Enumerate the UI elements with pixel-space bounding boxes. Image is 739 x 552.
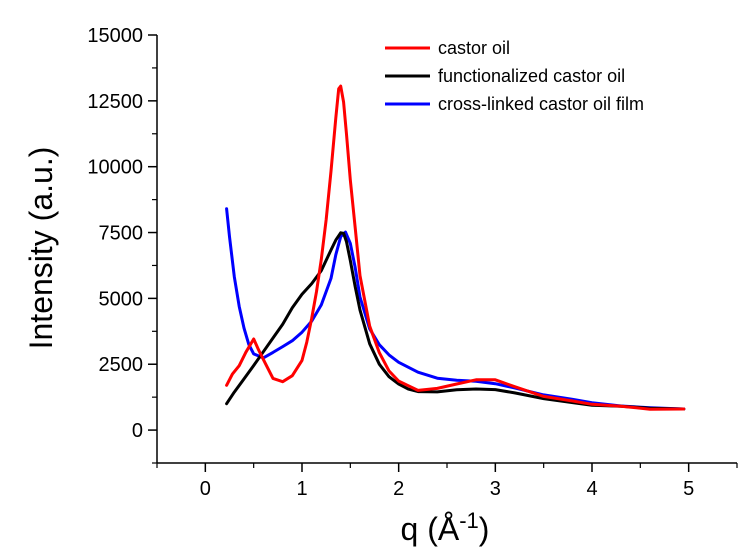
series-line-cross-linked-castor-oil-film (225, 207, 686, 411)
legend: castor oil functionalized castor oil cross… (385, 38, 644, 114)
series-line-functionalized-castor-oil (225, 231, 686, 411)
ticks-layer: 0 2500 5000 7500 10000 12500 15000 0 1 2 3 4 5 (87, 25, 738, 500)
y-tick-label: 12500 (87, 91, 143, 113)
legend-label-cross-linked-castor-oil-film: cross-linked castor oil film (438, 94, 644, 114)
x-axis-title-main: q (Å (401, 511, 460, 547)
y-axis-title: Intensity (a.u.) (23, 147, 59, 350)
legend-label-functionalized-castor-oil: functionalized castor oil (438, 66, 625, 86)
legend-label-castor-oil: castor oil (438, 38, 510, 58)
y-tick-label: 10000 (87, 157, 143, 179)
x-tick-label: 4 (586, 478, 597, 500)
x-axis-title-superscript: -1 (459, 508, 479, 533)
x-axis-title: q (Å-1) (401, 508, 490, 547)
x-axis-title-close: ) (479, 511, 490, 547)
y-tick-label: 5000 (99, 288, 144, 310)
y-tick-label: 7500 (99, 223, 144, 245)
x-tick-label: 0 (200, 478, 211, 500)
x-tick-label: 1 (296, 478, 307, 500)
y-tick-label: 15000 (87, 25, 143, 47)
x-tick-label: 3 (490, 478, 501, 500)
y-tick-label: 2500 (99, 354, 144, 376)
series-line-castor-oil (225, 84, 686, 411)
y-tick-label: 0 (132, 420, 143, 442)
x-tick-label: 2 (393, 478, 404, 500)
series-layer (225, 84, 686, 411)
x-tick-label: 5 (683, 478, 694, 500)
